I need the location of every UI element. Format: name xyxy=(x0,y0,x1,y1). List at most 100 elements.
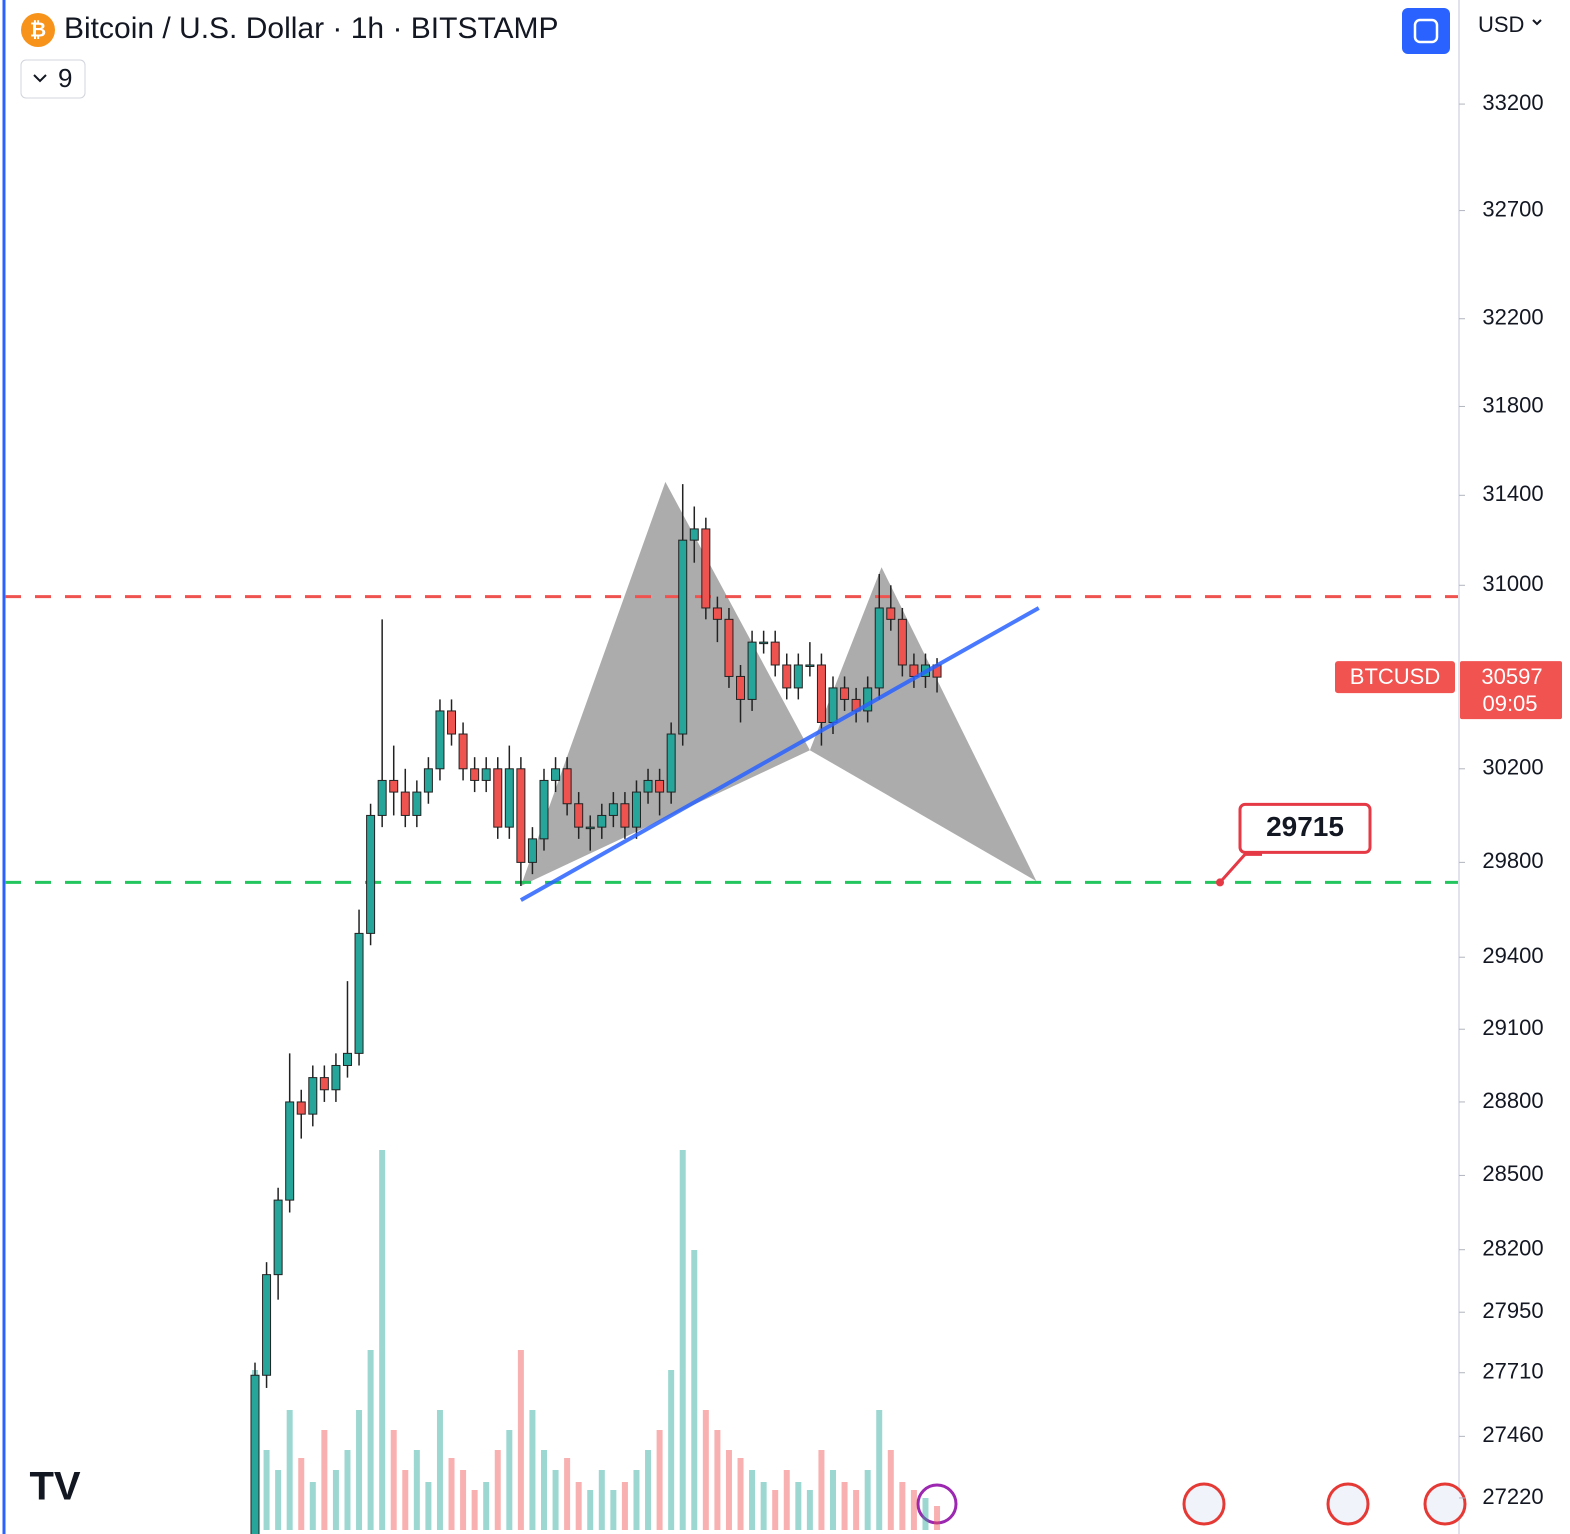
volume-bar xyxy=(483,1482,490,1530)
candle-body xyxy=(724,618,734,677)
y-tick-label: 28200 xyxy=(1482,1236,1543,1261)
volume-bar xyxy=(506,1430,513,1530)
candle-body xyxy=(319,1077,329,1091)
candle-body xyxy=(828,687,838,723)
volume-bar xyxy=(564,1458,571,1530)
candle-body xyxy=(863,687,873,712)
y-tick-label: 28800 xyxy=(1482,1088,1543,1113)
fullscreen-icon xyxy=(1413,18,1439,44)
candle-body xyxy=(377,779,387,816)
volume-bar xyxy=(934,1506,941,1530)
volume-bar xyxy=(575,1482,582,1530)
volume-bar xyxy=(668,1370,675,1530)
volume-bar xyxy=(633,1470,640,1530)
volume-bar xyxy=(621,1482,628,1530)
event-flag[interactable] xyxy=(1326,1482,1370,1526)
volume-bar xyxy=(321,1430,328,1530)
volume-bar xyxy=(448,1458,455,1530)
candle-body xyxy=(886,607,896,620)
volume-bar xyxy=(275,1470,282,1530)
y-tick-label: 32200 xyxy=(1482,305,1543,330)
candle-body xyxy=(285,1101,295,1201)
trendline xyxy=(519,606,1040,902)
volume-bar xyxy=(772,1490,779,1530)
y-tick-label: 31400 xyxy=(1482,481,1543,506)
volume-bar xyxy=(413,1450,420,1530)
candle-body xyxy=(308,1077,318,1115)
event-icon[interactable] xyxy=(916,1483,958,1525)
callout-anchor xyxy=(1216,878,1224,887)
volume-bar xyxy=(471,1490,478,1530)
candle-body xyxy=(874,607,884,689)
candle-body xyxy=(897,618,907,666)
symbol-label: BTCUSD xyxy=(1350,664,1440,689)
y-tick-label: 27950 xyxy=(1482,1298,1543,1323)
last-price: 30597 xyxy=(1481,664,1542,689)
candle-body xyxy=(539,779,549,840)
volume-bar xyxy=(806,1490,813,1530)
event-flag[interactable] xyxy=(1423,1482,1467,1526)
volume-bar xyxy=(552,1470,559,1530)
candle-body xyxy=(759,641,769,645)
currency: USD xyxy=(1478,12,1525,37)
fullscreen-button[interactable] xyxy=(1402,8,1450,54)
candle-body xyxy=(481,768,491,781)
y-tick-label: 31800 xyxy=(1482,392,1543,417)
y-tick-label: 27220 xyxy=(1482,1484,1543,1509)
candle-body xyxy=(273,1199,283,1276)
volume-bar xyxy=(587,1490,594,1530)
volume-bar xyxy=(910,1490,917,1530)
y-tick-label: 33200 xyxy=(1482,90,1543,115)
indicator-toggle[interactable] xyxy=(20,59,86,99)
price-tag xyxy=(1460,661,1562,720)
candle-body xyxy=(400,791,410,816)
candle-body xyxy=(736,675,746,700)
symbol-tag xyxy=(1335,661,1455,694)
volume-bar xyxy=(529,1410,536,1530)
event-flag[interactable] xyxy=(1182,1482,1226,1526)
volume-bar xyxy=(702,1410,709,1530)
y-tick-label: 32700 xyxy=(1482,196,1543,221)
volume-bar xyxy=(344,1450,351,1530)
volume-bar xyxy=(286,1410,293,1530)
volume-bar xyxy=(876,1410,883,1530)
callout-box xyxy=(1238,802,1372,854)
candle-body xyxy=(608,803,618,816)
volume-bar xyxy=(390,1430,397,1530)
chevron xyxy=(1532,19,1542,26)
candle-body xyxy=(805,664,815,667)
volume-bar xyxy=(899,1482,906,1530)
volume-bar xyxy=(402,1470,409,1530)
volume-bar xyxy=(841,1482,848,1530)
callout-label: 29715 xyxy=(1266,811,1344,842)
candle-body xyxy=(666,733,676,793)
volume-bar xyxy=(517,1350,524,1530)
y-tick-label: 29800 xyxy=(1482,848,1543,873)
volume-bar xyxy=(783,1470,790,1530)
candle-body xyxy=(551,768,561,781)
candle-body xyxy=(296,1101,306,1115)
volume-bar xyxy=(795,1482,802,1530)
candle-body xyxy=(250,1374,260,1534)
y-tick-label: 28500 xyxy=(1482,1161,1543,1186)
volume-bar xyxy=(760,1482,767,1530)
volume-bar xyxy=(691,1250,698,1530)
candle-body xyxy=(574,803,584,828)
candle-body xyxy=(620,803,630,828)
volume-bar xyxy=(367,1350,374,1530)
candle-body xyxy=(366,814,376,934)
candle-body xyxy=(689,528,699,541)
candle-body xyxy=(354,932,364,1054)
candle-body xyxy=(585,826,595,830)
callout-pointer xyxy=(1218,852,1262,884)
volume-bar xyxy=(645,1450,652,1530)
candle-body xyxy=(493,768,503,828)
volume-bar xyxy=(864,1470,871,1530)
candle-body xyxy=(840,687,850,700)
candle-body xyxy=(631,791,641,828)
volume-bar xyxy=(749,1470,756,1530)
volume-bar xyxy=(922,1498,929,1530)
harmonic-pattern xyxy=(809,567,1037,882)
volume-bar xyxy=(541,1450,547,1530)
